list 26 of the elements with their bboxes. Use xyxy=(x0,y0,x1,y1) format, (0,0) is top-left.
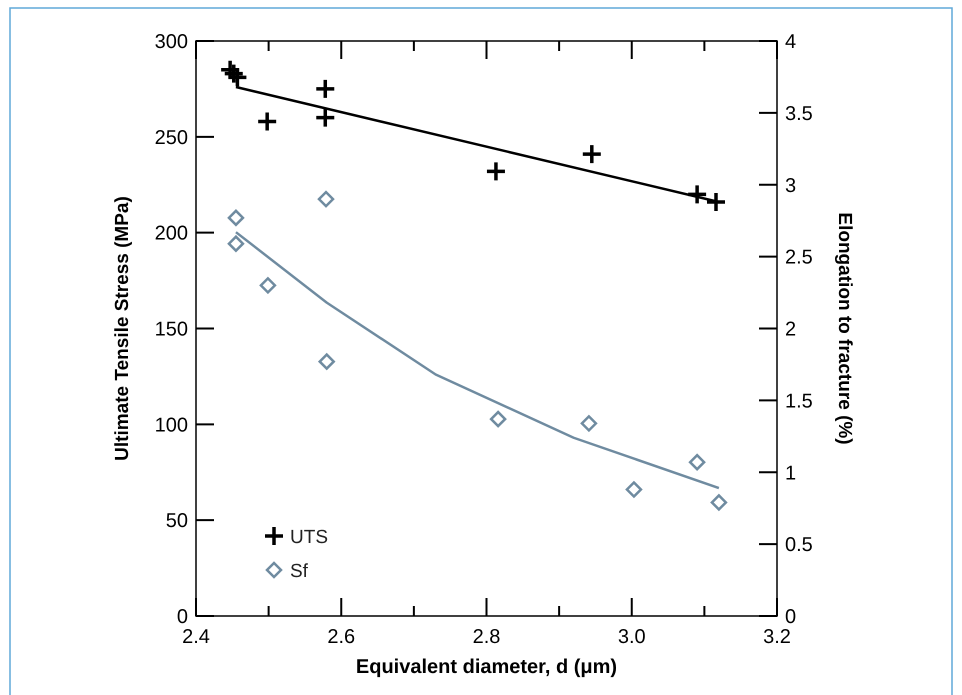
y2-tick-label: 3 xyxy=(785,174,796,197)
y-tick-label: 0 xyxy=(176,606,188,628)
y2-tick-label: 2.5 xyxy=(785,246,813,269)
y2-tick-label: 1 xyxy=(785,462,796,484)
legend-label: UTS xyxy=(290,527,328,548)
y2-tick-label: 0.5 xyxy=(785,534,813,556)
y2-tick-label: 4 xyxy=(785,31,796,53)
y-tick-label: 50 xyxy=(166,510,188,532)
legend-label: Sf xyxy=(290,561,309,582)
y2-tick-label: 0 xyxy=(785,606,796,628)
y-axis-title: Ultimate Tensile Stress (MPa) xyxy=(112,196,133,461)
y2-tick-label: 3.5 xyxy=(785,102,813,125)
y-tick-label: 100 xyxy=(154,414,188,436)
text: 3.0 xyxy=(618,626,646,648)
y-tick-label: 250 xyxy=(154,126,188,149)
y-tick-label: 200 xyxy=(154,222,188,245)
y2-tick-label: 1.5 xyxy=(785,390,813,412)
x-tick-label: 2.6 xyxy=(327,626,356,648)
x-tick-label: 3.2 xyxy=(763,626,791,648)
y-tick-label: 300 xyxy=(154,31,188,53)
x-axis-title: Equivalent diameter, d (μm) xyxy=(356,656,618,678)
y-tick-label: 150 xyxy=(154,318,188,340)
y2-axis-title: Elongation to fracture (%) xyxy=(834,212,855,445)
y2-tick-label: 2 xyxy=(785,318,796,340)
x-tick-label: 2.4 xyxy=(182,626,210,648)
x-tick-label: 2.8 xyxy=(472,626,500,648)
